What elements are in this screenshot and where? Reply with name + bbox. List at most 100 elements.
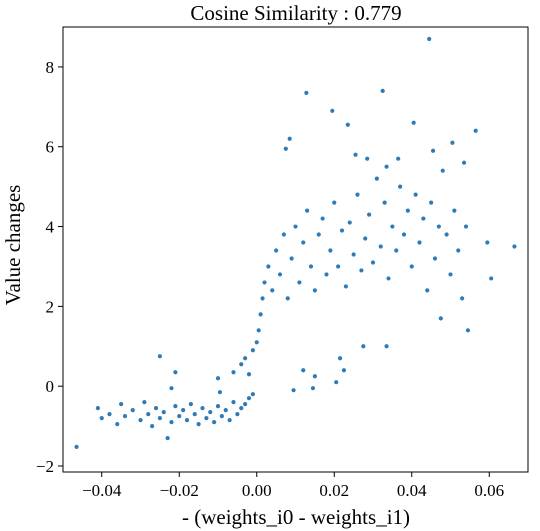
data-point xyxy=(361,344,366,349)
x-tick-label: 0.02 xyxy=(319,481,349,500)
data-point xyxy=(283,146,288,151)
data-point xyxy=(429,200,434,205)
data-point xyxy=(142,400,147,405)
data-point xyxy=(320,216,325,221)
data-point xyxy=(461,160,467,165)
data-point xyxy=(359,268,364,273)
data-point xyxy=(74,444,79,449)
data-point xyxy=(246,396,252,401)
data-point xyxy=(301,368,306,373)
data-point xyxy=(351,252,356,257)
data-point xyxy=(367,212,372,217)
data-point xyxy=(436,224,441,229)
data-point xyxy=(254,340,259,345)
data-point xyxy=(289,256,294,261)
data-point xyxy=(301,240,306,245)
x-axis-label: - (weights_i0 - weights_i1) xyxy=(182,505,410,529)
data-point xyxy=(250,348,255,353)
data-point xyxy=(463,224,469,229)
data-point xyxy=(460,296,465,301)
data-point xyxy=(243,402,248,407)
data-point xyxy=(235,412,240,417)
data-point xyxy=(409,264,414,269)
data-point xyxy=(452,208,457,213)
data-point xyxy=(250,392,255,397)
data-point xyxy=(223,408,228,413)
x-tick-label: −0.04 xyxy=(82,481,122,500)
data-point xyxy=(370,260,376,265)
data-point xyxy=(192,412,197,417)
data-point xyxy=(287,136,292,141)
data-point xyxy=(256,328,261,333)
data-point xyxy=(411,120,416,125)
data-point xyxy=(421,216,426,221)
data-point xyxy=(448,272,453,277)
y-tick-label: 8 xyxy=(46,58,55,77)
data-point xyxy=(239,406,244,411)
data-point xyxy=(384,164,389,169)
data-point xyxy=(305,208,310,213)
data-point xyxy=(473,128,478,133)
data-point xyxy=(378,244,383,249)
data-point xyxy=(169,420,174,425)
data-point xyxy=(99,416,104,421)
data-point xyxy=(169,386,174,391)
data-point xyxy=(258,312,263,317)
data-point xyxy=(153,406,159,411)
data-point xyxy=(353,152,358,157)
data-point xyxy=(138,418,143,423)
data-point xyxy=(343,284,348,289)
data-point xyxy=(310,386,316,391)
data-point xyxy=(165,435,170,441)
data-point xyxy=(157,416,162,421)
y-tick-label: 0 xyxy=(46,377,55,396)
data-point xyxy=(184,418,190,423)
y-tick-label: −2 xyxy=(36,457,54,476)
data-point xyxy=(119,402,124,407)
data-point xyxy=(398,184,403,189)
data-point xyxy=(285,296,290,301)
data-point xyxy=(401,232,407,237)
data-point xyxy=(231,370,236,375)
data-point xyxy=(405,208,410,213)
data-point xyxy=(227,418,232,423)
data-point xyxy=(150,424,155,429)
data-point xyxy=(384,344,389,349)
data-point xyxy=(427,36,432,42)
data-point xyxy=(425,288,430,293)
data-point xyxy=(95,406,100,411)
data-point xyxy=(262,280,267,285)
data-point xyxy=(430,148,436,153)
x-tick-label: −0.02 xyxy=(160,481,199,500)
data-point xyxy=(308,264,314,269)
data-point xyxy=(512,244,517,249)
data-point xyxy=(355,192,360,197)
data-point xyxy=(173,370,178,375)
data-point xyxy=(413,192,418,197)
data-point xyxy=(181,408,186,413)
data-point xyxy=(270,288,275,293)
x-tick-label: 0.00 xyxy=(242,481,272,500)
data-point xyxy=(293,224,298,229)
data-point xyxy=(281,232,286,237)
data-point xyxy=(456,248,461,253)
data-point xyxy=(146,412,151,417)
data-point xyxy=(246,372,252,377)
data-point xyxy=(204,416,209,421)
data-point xyxy=(337,356,343,361)
y-tick-label: 6 xyxy=(46,138,55,157)
data-point xyxy=(347,220,352,225)
data-point xyxy=(485,240,490,245)
data-point xyxy=(215,376,221,381)
data-point xyxy=(312,288,317,293)
data-point xyxy=(177,414,182,419)
data-point xyxy=(450,140,455,145)
data-point xyxy=(390,224,395,229)
data-point xyxy=(334,380,339,385)
data-point xyxy=(107,412,112,417)
data-point xyxy=(332,200,337,205)
data-point xyxy=(243,356,248,361)
y-axis-label: Value changes xyxy=(1,185,25,306)
data-point xyxy=(304,90,309,95)
